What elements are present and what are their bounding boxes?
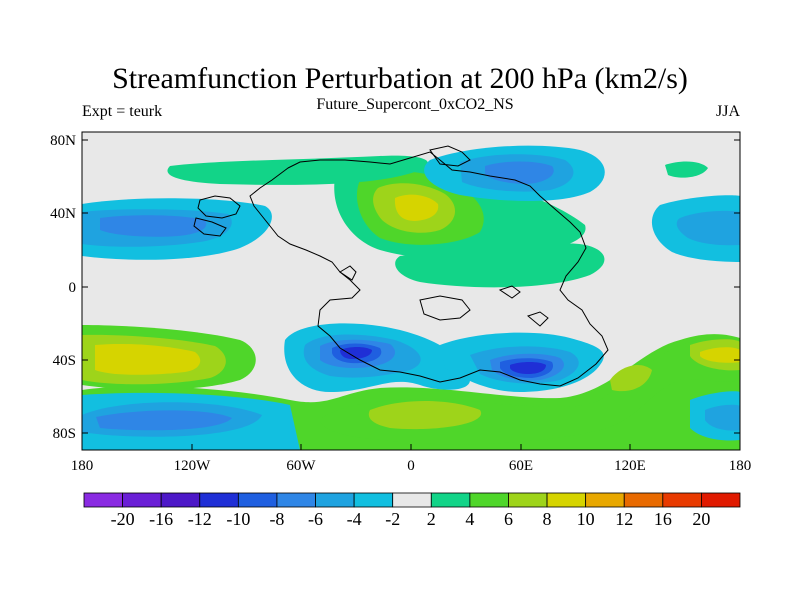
y-tick-label: 80S	[53, 426, 76, 442]
contour-field	[82, 132, 740, 450]
y-axis	[82, 139, 740, 434]
colorbar-label: -8	[269, 509, 284, 529]
colorbar-label: 8	[543, 509, 552, 529]
southern-negative-cell-west	[284, 323, 470, 392]
x-tick-label: 120E	[614, 458, 646, 474]
x-axis	[81, 444, 741, 450]
colorbar-swatch	[392, 492, 432, 508]
colorbar-label: 10	[577, 509, 595, 529]
colorbar-swatch	[469, 492, 509, 508]
y-tick-label: 40N	[50, 206, 76, 222]
northern-negative-cells	[82, 145, 740, 262]
colorbar-swatch	[546, 492, 587, 508]
colorbar-label: -6	[308, 509, 323, 529]
colorbar-label: 16	[654, 509, 672, 529]
season-label: JJA	[715, 103, 740, 120]
colorbar-swatch	[83, 492, 123, 508]
colorbar-swatch	[701, 492, 741, 508]
continent-coastline	[193, 145, 609, 387]
colorbar-swatch	[199, 492, 239, 508]
southern-positive-band	[82, 334, 740, 450]
colorbar-labels: -20 -16 -12 -10 -8 -6 -4 -2 2 4 6 8 10 12 16 20	[111, 509, 711, 529]
colorbar-label: -2	[385, 509, 400, 529]
southwest-positive-cell	[82, 325, 256, 390]
colorbar-swatch	[315, 492, 355, 508]
southern-negative-cell-east	[440, 332, 604, 392]
colorbar-label: 6	[504, 509, 513, 529]
colorbar-swatch	[353, 492, 394, 508]
colorbar-swatch	[237, 492, 278, 508]
colorbar-swatch	[585, 492, 625, 508]
colorbar-swatch	[160, 492, 201, 508]
colorbar-label: -10	[226, 509, 250, 529]
plot-subtitle: Future_Supercont_0xCO2_NS	[316, 96, 514, 113]
y-tick-label: 40S	[53, 353, 76, 369]
colorbar-swatch	[276, 492, 316, 508]
y-tick-label: 80N	[50, 133, 76, 149]
northern-positive-cell	[167, 155, 708, 288]
colorbar-label: 20	[692, 509, 710, 529]
plot-title: Streamfunction Perturbation at 200 hPa (…	[112, 62, 688, 95]
colorbar-label: 4	[465, 509, 474, 529]
colorbar-label: -12	[188, 509, 212, 529]
x-tick-label: 60W	[286, 458, 316, 474]
colorbar-swatch	[623, 492, 664, 508]
colorbar	[83, 492, 741, 508]
x-tick-label: 180	[729, 458, 752, 474]
colorbar-label: 12	[615, 509, 633, 529]
colorbar-swatch	[430, 492, 471, 508]
colorbar-label: 2	[427, 509, 436, 529]
colorbar-label: -4	[347, 509, 362, 529]
x-tick-label: 0	[407, 458, 415, 474]
colorbar-swatch	[662, 492, 702, 508]
y-tick-label: 0	[69, 280, 77, 296]
x-tick-label: 60E	[509, 458, 533, 474]
colorbar-swatch	[508, 492, 548, 508]
colorbar-label: -16	[149, 509, 173, 529]
colorbar-label: -20	[111, 509, 135, 529]
x-tick-label: 180	[71, 458, 94, 474]
experiment-label: Expt = teurk	[82, 103, 163, 120]
x-tick-label: 120W	[174, 458, 212, 474]
colorbar-swatch	[122, 492, 162, 508]
